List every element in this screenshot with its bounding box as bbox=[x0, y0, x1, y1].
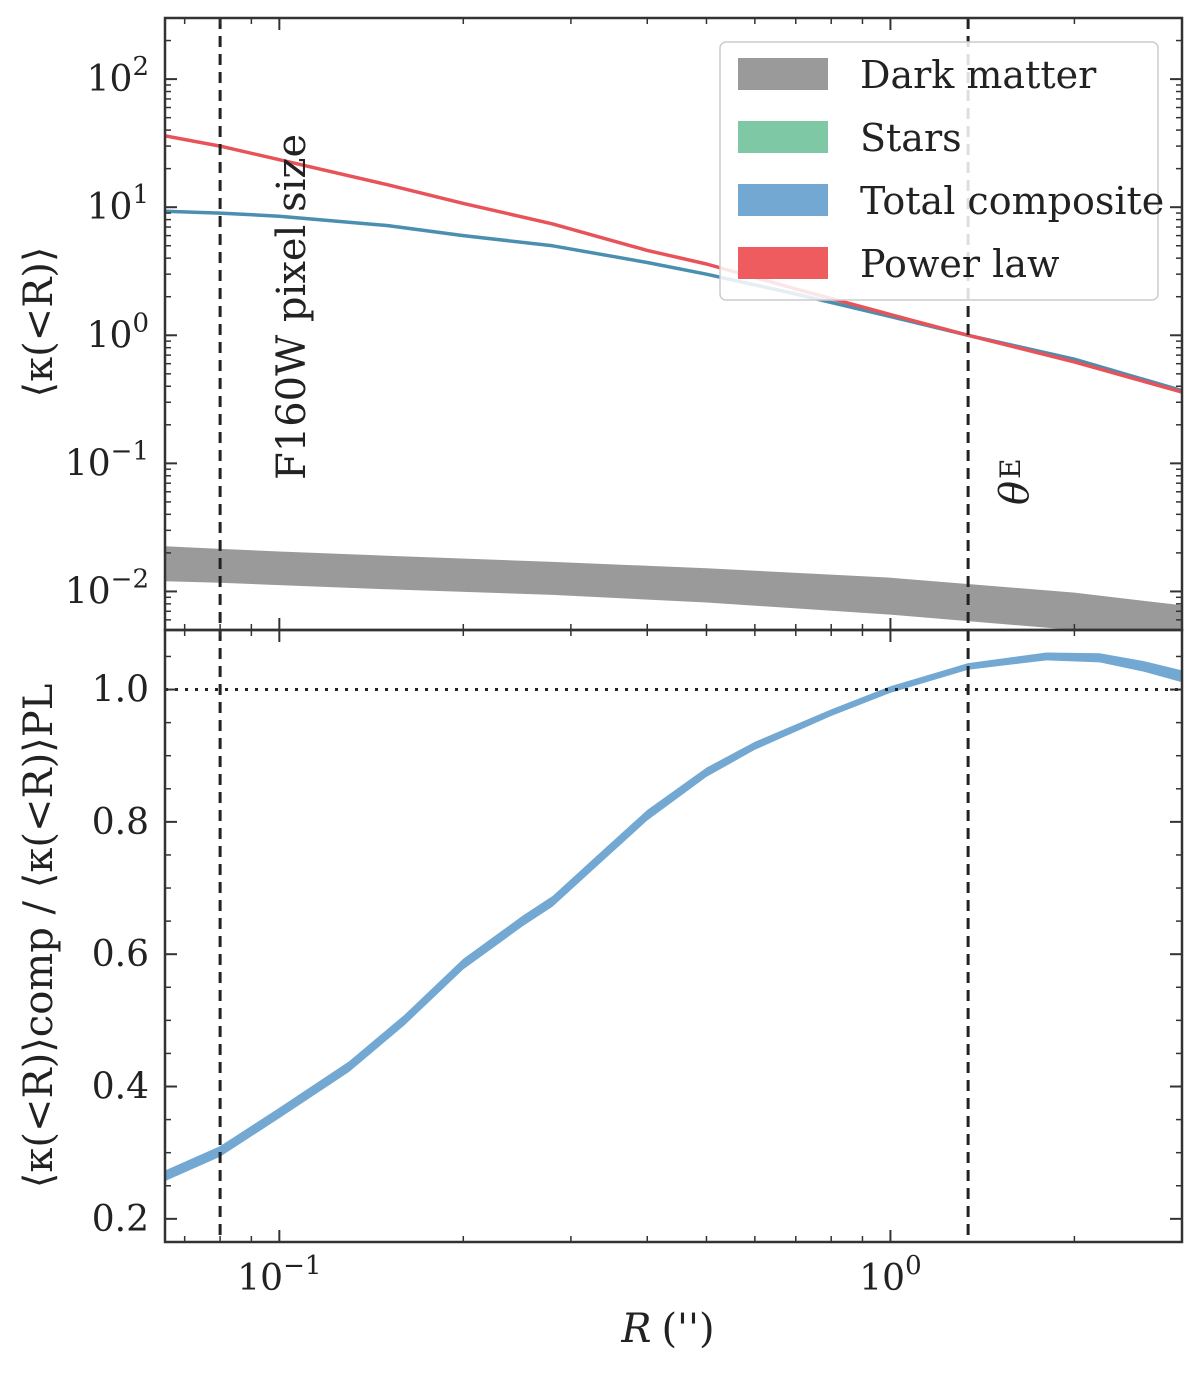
x-axis-label: R ('') bbox=[620, 1306, 714, 1352]
legend-swatch-power-law bbox=[738, 247, 828, 279]
legend-label-power-law: Power law bbox=[860, 242, 1060, 286]
top-y-tick-label-4: 102 bbox=[87, 52, 149, 100]
legend: Dark matter Stars Total composite Power … bbox=[719, 41, 1164, 301]
ratio-band-total-composite bbox=[165, 652, 1182, 1182]
legend-entry-power-law: Power law bbox=[738, 242, 1060, 286]
legend-label-dark-matter: Dark matter bbox=[860, 53, 1097, 97]
top-y-tick-label-3: 101 bbox=[87, 180, 149, 228]
x-tick-label-1: 100 bbox=[859, 1251, 921, 1299]
legend-entry-total-composite: Total composite bbox=[738, 179, 1164, 223]
legend-label-total-composite: Total composite bbox=[860, 179, 1164, 223]
bottom-plot-frame bbox=[163, 628, 1184, 1244]
x-tick-label-0: 10−1 bbox=[237, 1251, 321, 1299]
legend-frame bbox=[719, 41, 1159, 301]
legend-swatch-stars bbox=[738, 121, 828, 153]
top-panel: 10−2 10−1 100 101 102 ⟨κ(<R)⟩ F160W pixel si… bbox=[16, 16, 1184, 632]
legend-entry-dark-matter: Dark matter bbox=[738, 53, 1097, 97]
top-y-tick-label-0: 10−2 bbox=[65, 564, 149, 612]
bottom-y-tick-label-4: 1.0 bbox=[92, 670, 149, 711]
series-line-power-law bbox=[165, 134, 1182, 394]
legend-label-stars: Stars bbox=[860, 116, 962, 160]
einstein-radius-annotation: θE bbox=[992, 458, 1038, 505]
bottom-y-tick-label-2: 0.6 bbox=[92, 934, 149, 975]
legend-swatch-dark-matter bbox=[738, 58, 828, 90]
bottom-y-tick-label-1: 0.4 bbox=[92, 1067, 149, 1108]
top-y-axis-label: ⟨κ(<R)⟩ bbox=[16, 246, 62, 397]
legend-swatch-total-composite bbox=[738, 184, 828, 216]
top-y-tick-label-2: 100 bbox=[87, 308, 149, 356]
band-dark-matter-0 bbox=[165, 546, 1182, 630]
bottom-y-tick-label-0: 0.2 bbox=[92, 1199, 149, 1240]
bottom-panel: 0.2 0.4 0.6 0.8 1.0 10−1 100 ⟨κ(<R)⟩comp / ⟨κ(… bbox=[16, 628, 1184, 1352]
bottom-y-tick-label-3: 0.8 bbox=[92, 802, 149, 843]
pixel-size-annotation: F160W pixel size bbox=[269, 134, 315, 480]
bottom-y-axis-label: ⟨κ(<R)⟩comp / ⟨κ(<R)⟩PL bbox=[16, 684, 62, 1189]
legend-entry-stars: Stars bbox=[738, 116, 962, 160]
top-y-tick-label-1: 10−1 bbox=[65, 436, 149, 484]
